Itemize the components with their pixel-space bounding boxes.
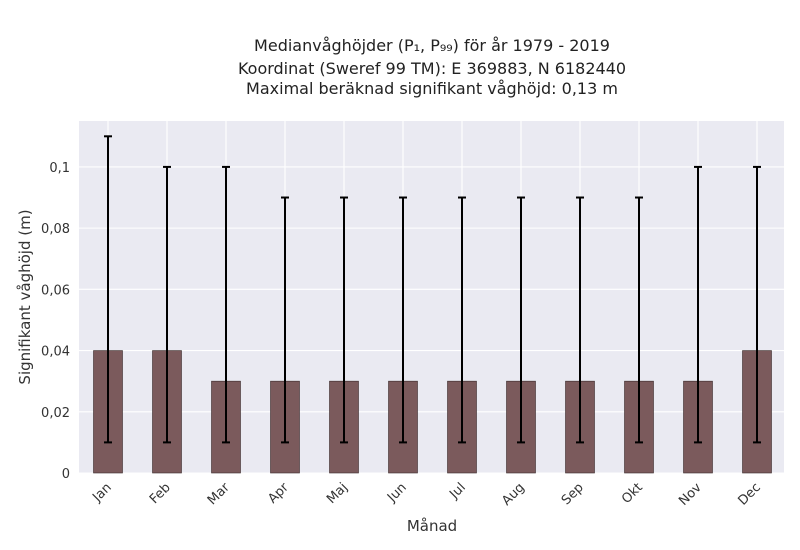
x-axis-label: Månad — [407, 517, 457, 535]
chart-title: Medianvåghöjder (P₁, P₉₉) för år 1979 - … — [238, 36, 626, 98]
error-bar-jul — [458, 196, 466, 444]
x-tick-label: Nov — [676, 480, 705, 509]
error-bar-jan — [104, 135, 112, 444]
error-bar-aug — [517, 196, 525, 444]
title-line-3: Maximal beräknad signifikant våghöjd: 0,… — [246, 79, 618, 98]
y-tick-label: 0,1 — [49, 161, 70, 176]
error-bar-okt — [635, 196, 643, 444]
error-bar-apr — [281, 196, 289, 444]
x-tick-label: Mar — [205, 480, 233, 508]
error-bar-nov — [694, 165, 702, 444]
x-tick-label: Sep — [559, 480, 587, 508]
error-bar-jun — [399, 196, 407, 444]
error-bar-sep — [576, 196, 584, 444]
error-bar-maj — [340, 196, 348, 444]
x-tick-label: Dec — [735, 480, 763, 508]
plot-area — [79, 121, 784, 473]
x-tick-label: Maj — [324, 480, 351, 507]
y-axis-ticks: 0 0,02 0,04 0,06 0,08 0,1 — [41, 161, 70, 482]
y-tick-label: 0,06 — [41, 283, 70, 298]
title-line-1: Medianvåghöjder (P₁, P₉₉) för år 1979 - … — [254, 36, 610, 55]
x-tick-label: Okt — [619, 480, 646, 507]
x-tick-label: Feb — [147, 480, 174, 507]
error-bar-dec — [753, 165, 761, 444]
y-tick-label: 0,04 — [41, 345, 70, 360]
x-tick-label: Apr — [265, 480, 292, 507]
x-tick-label: Jan — [89, 480, 114, 505]
x-tick-label: Jul — [446, 480, 468, 502]
error-bar-mar — [222, 165, 230, 444]
y-tick-label: 0 — [62, 467, 70, 482]
y-axis-label: Signifikant våghöjd (m) — [16, 209, 34, 384]
error-bars — [104, 135, 761, 444]
y-tick-label: 0,08 — [41, 222, 70, 237]
title-line-2: Koordinat (Sweref 99 TM): E 369883, N 61… — [238, 59, 626, 78]
x-tick-label: Aug — [499, 480, 528, 509]
x-tick-label: Jun — [384, 480, 410, 506]
y-tick-label: 0,02 — [41, 406, 70, 421]
error-bar-feb — [163, 165, 171, 444]
x-axis-ticks: Jan Feb Mar Apr Maj Jun Jul Aug Sep Okt Nov Dec — [89, 480, 763, 509]
